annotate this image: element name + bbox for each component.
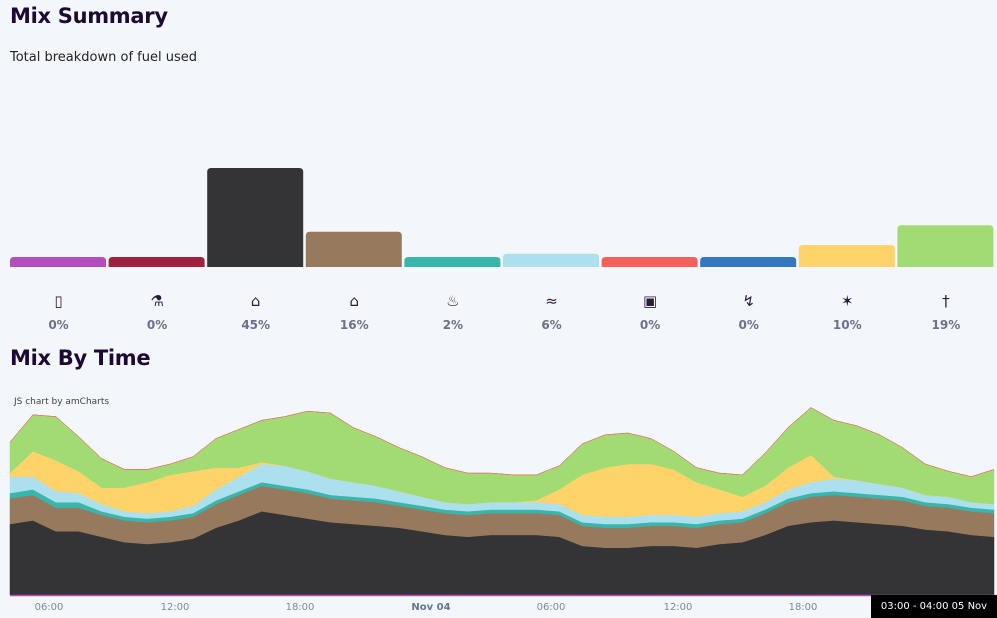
bar-coal[interactable] [207,168,304,267]
fuel-item-other: ⚗ 0% [109,290,206,332]
fuel-percent: 6% [541,318,562,332]
mix-summary-title: Mix Summary [10,4,168,28]
fuel-item-hydro: ≈6% [503,290,600,332]
fuel-percent: 10% [832,318,862,332]
fuel-item-coal: ⌂ 45% [207,290,304,332]
chart-credit: JS chart by amCharts [14,397,110,407]
time-tooltip: 03:00 - 04:00 05 Nov [871,595,997,618]
bar-gas[interactable] [404,257,501,267]
fuel-item-liquid-fuel: ▣ 0% [602,290,699,332]
solar-icon: ✶ [841,292,854,310]
bar-other[interactable] [108,257,205,267]
mine-cart-icon: ⌂ [250,292,261,310]
fuel-percent: 0% [146,318,168,332]
bar-solar[interactable] [798,245,895,267]
x-tick-label: 12:00 [663,602,693,613]
x-tick-label: 06:00 [536,602,566,613]
x-tick-label: 12:00 [160,602,190,613]
flame-icon: ♨ [446,292,460,310]
fuel-item-brown-coal: ⌂ 16% [306,290,403,332]
fuel-percent: 0% [738,318,759,332]
fuel-percent: 45% [241,318,271,332]
fuel-item-solar: ✶ 10% [799,290,896,332]
fuel-item-gas: ♨ 2% [404,290,501,332]
bar-wind[interactable] [897,225,994,267]
fuel-percent: 16% [339,318,369,332]
x-tick-label: 18:00 [788,602,818,613]
fuel-percent: 2% [442,318,464,332]
hydro-icon: ≈ [545,292,558,310]
mix-summary-subtitle: Total breakdown of fuel used [10,50,197,65]
bolt-icon: ↯ [742,292,755,310]
mine-cart-icon: ⌂ [349,292,360,310]
fuel-bar-chart [10,168,994,267]
x-tick-label: 18:00 [285,602,315,613]
battery-icon: ▯ [54,292,63,310]
fuel-item-battery: ▯ 0% [10,290,107,332]
x-tick-label: Nov 04 [411,602,451,613]
fuel-percent: 19% [931,318,961,332]
bar-brown-coal[interactable] [305,231,402,267]
fuel-can-icon: ▣ [643,292,658,310]
bar-hydro[interactable] [503,253,599,267]
fuel-percent: 0% [639,318,661,332]
fuel-percent: 0% [48,318,69,332]
x-tick-label: 06:00 [34,602,64,613]
bar-battery[interactable] [10,257,106,267]
mix-by-time-area-chart [9,407,995,597]
bar-interconnect[interactable] [700,257,797,267]
fuel-item-wind: † 19% [897,290,994,332]
flask-icon: ⚗ [150,292,164,310]
bar-liquid-fuel[interactable] [601,257,698,267]
fuel-item-interconnect: ↯ 0% [700,290,797,332]
wind-turbine-icon: † [942,292,950,310]
mix-by-time-title: Mix By Time [10,346,151,370]
